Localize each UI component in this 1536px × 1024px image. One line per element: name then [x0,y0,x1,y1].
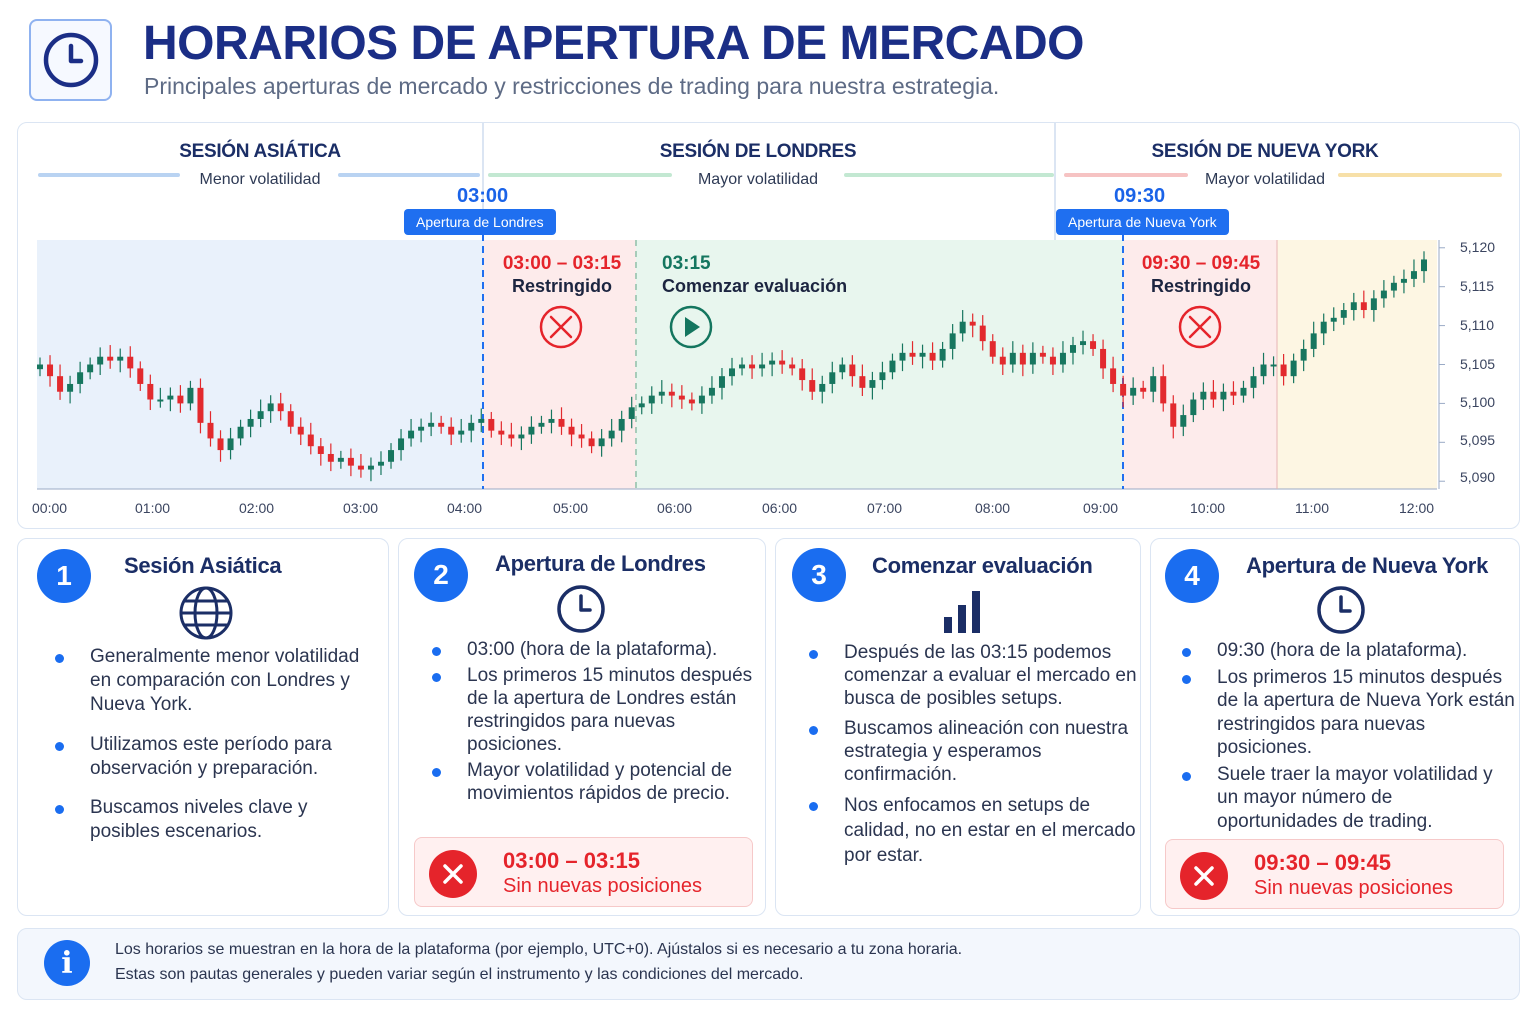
card-title: Apertura de Nueva York [1246,553,1489,578]
close-icon [1180,852,1228,900]
bullet-item: Generalmente menor volatilidad en compar… [53,645,373,717]
step-number: 4 [1165,549,1219,603]
ny-open-badge: Apertura de Nueva York [1056,209,1229,235]
bullet-item: Después de las 03:15 podemos comenzar a … [807,641,1137,710]
london-restricted-time: 03:00 – 03:15 [502,253,622,274]
time-tick: 11:00 [1295,500,1329,516]
time-tick: 06:00 [657,500,693,516]
session-new-york: SESIÓN DE NUEVA YORK Mayor volatilidad [1151,141,1379,188]
bullet-item: 09:30 (hora de la plataforma). [1180,639,1515,663]
time-tick: 09:00 [1083,500,1119,516]
session-london: SESIÓN DE LONDRES Mayor volatilidad [659,141,857,188]
card-start-evaluation: 3 Comenzar evaluación Después de las 03:… [775,538,1141,916]
warning-text: Sin nuevas posiciones [503,875,703,897]
time-tick: 03:00 [343,500,379,516]
warning-text: Sin nuevas posiciones [1254,877,1454,899]
card-title: Apertura de Londres [495,551,706,576]
card-title: Comenzar evaluación [872,553,1093,578]
card-london-open: 2 Apertura de Londres 03:00 (hora de la … [398,538,766,916]
london-restricted-label: Restringido [511,276,612,296]
session-divider [1054,123,1056,241]
london-open-badge: Apertura de Londres [404,209,556,235]
bullet-item: 03:00 (hora de la plataforma). [430,638,760,661]
info-icon: i [44,940,90,986]
step-number: 1 [37,549,91,603]
info-line-1: Los horarios se muestran en la hora de l… [115,941,963,958]
page-title: HORARIOS DE APERTURA DE MERCADO [143,17,1084,70]
time-tick: 04:00 [447,500,483,516]
price-tick: 5,110 [1460,317,1494,333]
session-divider [482,123,484,241]
bullet-item: Buscamos niveles clave y posibles escena… [53,796,373,844]
card-asian-session: 1 Sesión Asiática Generalmente menor vol… [17,538,389,916]
warning-time: 09:30 – 09:45 [1254,850,1391,875]
evaluation-time: 03:15 [662,253,711,274]
warning-time: 03:00 – 03:15 [503,848,640,873]
bullet-item: Mayor volatilidad y potencial de movimie… [430,759,760,805]
time-tick: 06:00 [762,500,798,516]
clock-icon [29,19,112,101]
evaluation-label: Comenzar evaluación [662,276,848,296]
close-icon [429,850,477,898]
clock-icon [1316,585,1366,640]
session-asian: SESIÓN ASIÁTICA Menor volatilidad [179,141,341,188]
price-tick: 5,090 [1460,469,1496,485]
time-tick: 05:00 [553,500,589,516]
time-tick: 01:00 [135,500,171,516]
globe-icon [178,585,234,646]
time-tick: 10:00 [1190,500,1226,516]
no-new-positions-warning: 09:30 – 09:45 Sin nuevas posiciones [1165,839,1504,909]
ny-restricted-time: 09:30 – 09:45 [1141,253,1261,274]
card-new-york-open: 4 Apertura de Nueva York 09:30 (hora de … [1150,538,1520,916]
ny-open-time: 09:30 [1114,185,1166,207]
london-open-time: 03:00 [457,185,509,207]
time-tick: 08:00 [975,500,1011,516]
price-tick: 5,100 [1460,394,1496,410]
card-bullets: Generalmente menor volatilidad en compar… [53,645,373,844]
bullet-item: Buscamos alineación con nuestra estrateg… [807,717,1137,786]
bullet-item: Nos enfocamos en setups de calidad, no e… [807,793,1137,868]
price-tick: 5,120 [1460,239,1496,255]
card-bullets: 09:30 (hora de la plataforma). Los prime… [1180,639,1515,833]
bullet-item: Suele traer la mayor volatilidad y un ma… [1180,763,1515,834]
time-tick: 12:00 [1399,500,1435,516]
card-bullets: 03:00 (hora de la plataforma). Los prime… [430,638,760,805]
card-title: Sesión Asiática [124,553,282,578]
bullet-item: Los primeros 15 minutos después de la ap… [1180,666,1515,760]
no-new-positions-warning: 03:00 – 03:15 Sin nuevas posiciones [414,837,753,907]
time-tick: 00:00 [32,500,68,516]
clock-icon [556,584,606,639]
bullet-item: Utilizamos este período para observación… [53,733,373,781]
price-tick: 5,105 [1460,356,1496,372]
page-subtitle: Principales aperturas de mercado y restr… [144,73,1000,99]
session-range-lines [38,173,1502,177]
bar-chart-icon [942,589,982,638]
card-bullets: Después de las 03:15 podemos comenzar a … [807,641,1137,868]
step-number: 2 [414,548,468,602]
info-line-2: Estas son pautas generales y pueden vari… [115,966,804,983]
ny-restricted-label: Restringido [1150,276,1251,296]
market-sessions-chart-panel: SESIÓN ASIÁTICA Menor volatilidad SESIÓN… [17,122,1520,529]
info-note: i Los horarios se muestran en la hora de… [17,928,1520,1000]
time-tick: 07:00 [867,500,903,516]
step-number: 3 [792,548,846,602]
price-tick: 5,115 [1460,278,1494,294]
time-tick: 02:00 [239,500,275,516]
bullet-item: Los primeros 15 minutos después de la ap… [430,664,760,756]
price-tick: 5,095 [1460,432,1496,448]
